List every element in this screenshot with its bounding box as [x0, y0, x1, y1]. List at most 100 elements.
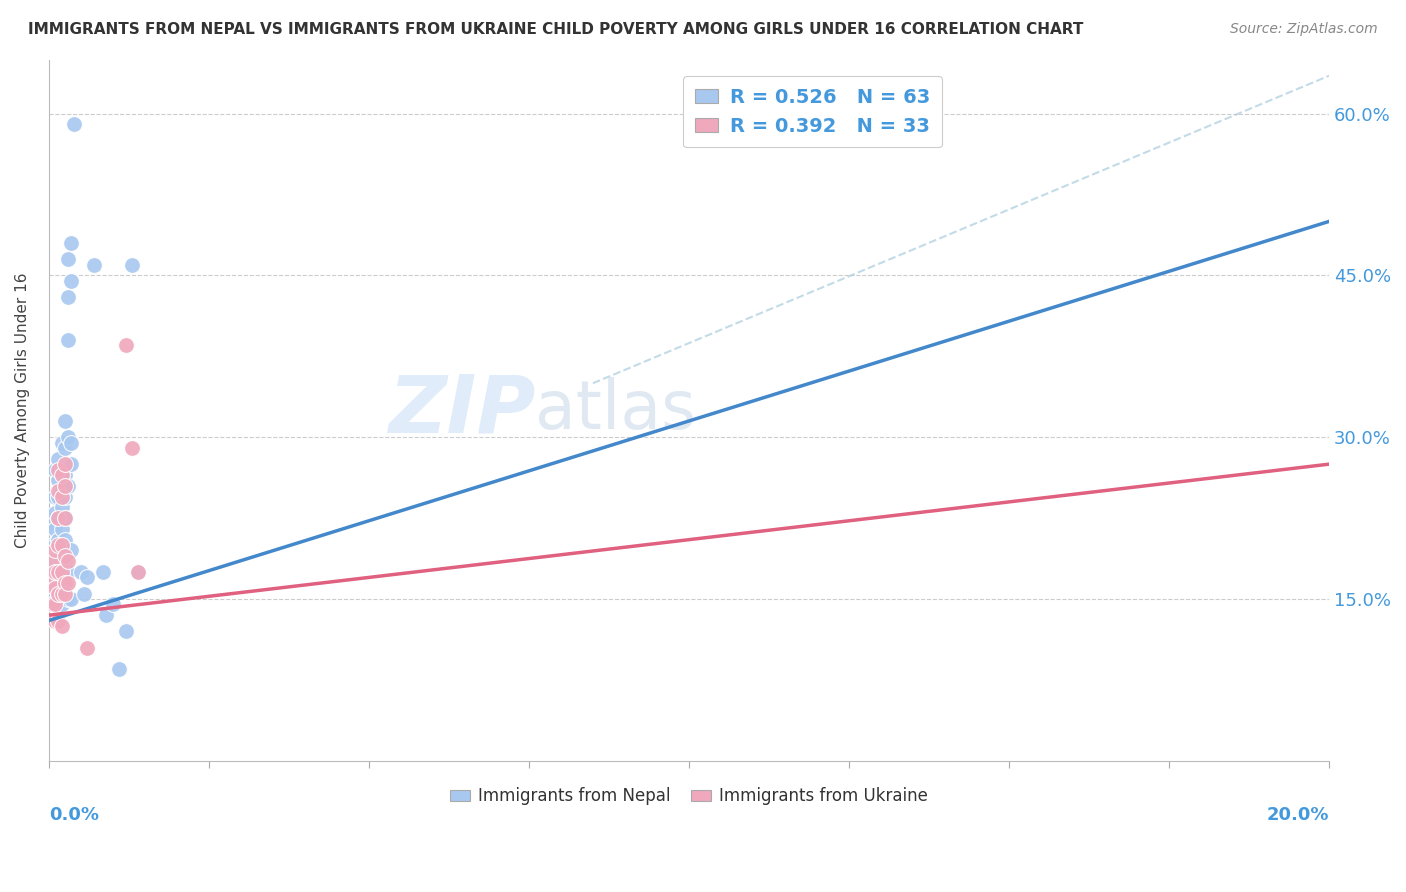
Point — [121, 441, 143, 455]
Point — [53, 575, 76, 590]
Point — [44, 506, 66, 520]
Y-axis label: Child Poverty Among Girls Under 16: Child Poverty Among Girls Under 16 — [15, 272, 30, 548]
Point — [51, 586, 73, 600]
Point — [41, 598, 63, 612]
Point — [53, 490, 76, 504]
Point — [51, 538, 73, 552]
Point — [44, 586, 66, 600]
Point — [83, 258, 105, 272]
Point — [76, 570, 98, 584]
Point — [63, 117, 86, 131]
Point — [48, 484, 70, 499]
Point — [41, 575, 63, 590]
Point — [56, 554, 79, 568]
Point — [53, 549, 76, 563]
Point — [53, 554, 76, 568]
Point — [60, 435, 83, 450]
Text: 20.0%: 20.0% — [1267, 806, 1329, 824]
Point — [51, 467, 73, 482]
Point — [76, 640, 98, 655]
Point — [56, 479, 79, 493]
Point — [127, 565, 149, 579]
Point — [114, 624, 136, 639]
Point — [44, 598, 66, 612]
Point — [51, 462, 73, 476]
Point — [48, 565, 70, 579]
Point — [53, 581, 76, 595]
Point — [56, 333, 79, 347]
Point — [48, 511, 70, 525]
Point — [41, 538, 63, 552]
Point — [69, 565, 91, 579]
Point — [51, 565, 73, 579]
Point — [48, 570, 70, 584]
Point — [60, 235, 83, 250]
Point — [44, 581, 66, 595]
Point — [48, 473, 70, 487]
Point — [51, 581, 73, 595]
Text: Source: ZipAtlas.com: Source: ZipAtlas.com — [1230, 22, 1378, 37]
Point — [60, 274, 83, 288]
Point — [44, 490, 66, 504]
Point — [53, 441, 76, 455]
Point — [114, 338, 136, 352]
Point — [53, 511, 76, 525]
Point — [48, 511, 70, 525]
Point — [60, 457, 83, 471]
Point — [53, 511, 76, 525]
Point — [51, 619, 73, 633]
Text: IMMIGRANTS FROM NEPAL VS IMMIGRANTS FROM UKRAINE CHILD POVERTY AMONG GIRLS UNDER: IMMIGRANTS FROM NEPAL VS IMMIGRANTS FROM… — [28, 22, 1084, 37]
Point — [51, 500, 73, 515]
Point — [53, 467, 76, 482]
Point — [48, 549, 70, 563]
Point — [44, 543, 66, 558]
Point — [41, 554, 63, 568]
Point — [56, 457, 79, 471]
Point — [44, 554, 66, 568]
Point — [48, 538, 70, 552]
Point — [44, 462, 66, 476]
Point — [44, 565, 66, 579]
Point — [48, 614, 70, 628]
Point — [60, 592, 83, 607]
Point — [48, 490, 70, 504]
Point — [48, 586, 70, 600]
Point — [53, 533, 76, 547]
Point — [44, 522, 66, 536]
Point — [121, 258, 143, 272]
Point — [48, 598, 70, 612]
Point — [96, 608, 118, 623]
Point — [51, 484, 73, 499]
Point — [56, 565, 79, 579]
Point — [53, 586, 76, 600]
Point — [51, 543, 73, 558]
Point — [51, 490, 73, 504]
Point — [56, 575, 79, 590]
Point — [41, 516, 63, 531]
Point — [41, 549, 63, 563]
Point — [56, 290, 79, 304]
Point — [48, 586, 70, 600]
Text: ZIP: ZIP — [388, 371, 536, 450]
Point — [56, 430, 79, 444]
Text: 0.0%: 0.0% — [49, 806, 98, 824]
Point — [101, 598, 124, 612]
Point — [51, 598, 73, 612]
Point — [73, 586, 96, 600]
Text: atlas: atlas — [536, 377, 696, 443]
Point — [60, 543, 83, 558]
Point — [56, 252, 79, 267]
Point — [51, 565, 73, 579]
Point — [48, 533, 70, 547]
Point — [91, 565, 114, 579]
Point — [108, 662, 131, 676]
Point — [53, 414, 76, 428]
Point — [44, 538, 66, 552]
Legend: Immigrants from Nepal, Immigrants from Ukraine: Immigrants from Nepal, Immigrants from U… — [443, 780, 935, 812]
Point — [48, 451, 70, 466]
Point — [44, 614, 66, 628]
Point — [53, 479, 76, 493]
Point — [51, 435, 73, 450]
Point — [56, 592, 79, 607]
Point — [53, 457, 76, 471]
